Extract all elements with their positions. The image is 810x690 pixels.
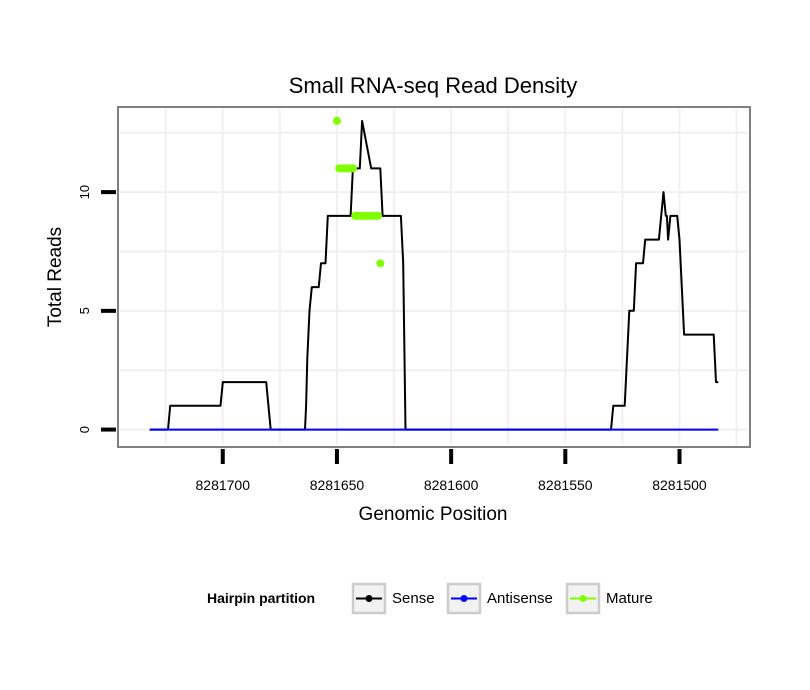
y-tick-label: 10 — [77, 185, 92, 199]
x-axis: 8281700 8281650 8281600 8281550 8281500 — [196, 449, 707, 493]
legend-label-sense: Sense — [392, 590, 435, 607]
mature-point — [332, 116, 341, 125]
x-tick-label: 8281550 — [538, 477, 593, 493]
x-tick-label: 8281600 — [424, 477, 479, 493]
x-axis-title: Genomic Position — [359, 504, 508, 525]
legend-label-mature: Mature — [606, 590, 653, 607]
legend-key-sense-dot — [365, 595, 373, 602]
legend-title: Hairpin partition — [207, 590, 315, 606]
series-lines — [149, 119, 719, 431]
mature-point — [376, 259, 385, 268]
legend: Hairpin partition Sense Antisense Mature — [207, 582, 653, 615]
mature-point — [374, 211, 383, 220]
y-axis: 0 5 10 — [77, 185, 116, 433]
legend-key-mature-dot — [579, 595, 587, 602]
chart-title: Small RNA-seq Read Density — [289, 73, 578, 98]
y-tick-label: 5 — [77, 307, 92, 314]
mature-points — [332, 116, 385, 268]
y-tick-label: 0 — [77, 426, 92, 433]
y-axis-title: Total Reads — [45, 227, 66, 327]
x-tick-label: 8281500 — [652, 477, 707, 493]
mature-point — [348, 164, 357, 173]
x-tick-label: 8281650 — [310, 477, 365, 493]
plot-panel — [117, 106, 751, 448]
legend-key-antisense-dot — [460, 595, 468, 602]
legend-label-antisense: Antisense — [487, 590, 553, 607]
x-tick-label: 8281700 — [196, 477, 251, 493]
